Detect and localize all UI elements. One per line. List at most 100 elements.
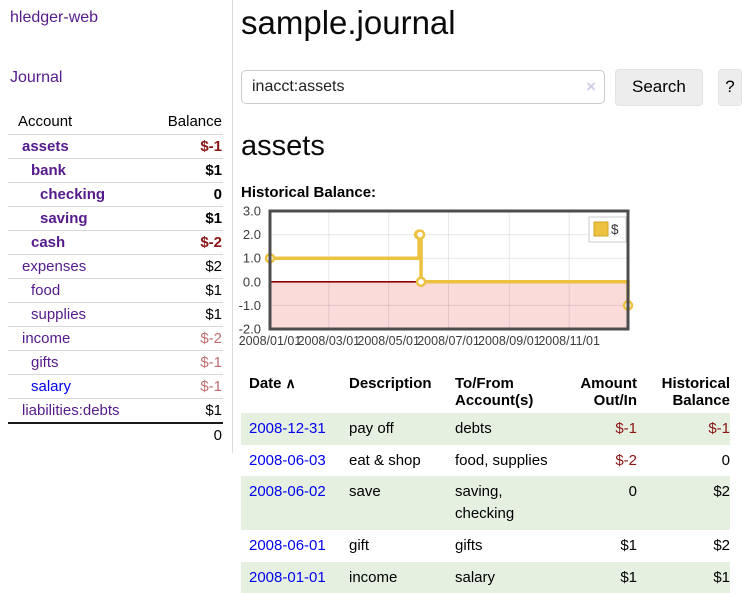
y-tick-label: 1.0 bbox=[243, 251, 261, 266]
transaction-amount: $1 bbox=[620, 536, 637, 554]
account-row-supplies: supplies $1 bbox=[8, 302, 223, 327]
y-tick-label: 0.0 bbox=[243, 274, 261, 289]
x-tick-label: 2008/07/01 bbox=[417, 334, 480, 348]
account-heading: assets bbox=[241, 129, 325, 162]
account-row-income: income $-2 bbox=[8, 326, 223, 351]
account-link-bank[interactable]: bank bbox=[31, 162, 67, 179]
register-header-accounts: To/From Account(s) bbox=[455, 374, 534, 409]
account-balance: $1 bbox=[151, 398, 223, 423]
transaction-date-link[interactable]: 2008-01-01 bbox=[249, 568, 326, 586]
register-header-amount: Amount Out/In bbox=[580, 374, 637, 409]
accounts-header-balance: Balance bbox=[167, 113, 222, 130]
y-tick-label: -2.0 bbox=[239, 321, 261, 336]
y-tick-label: -1.0 bbox=[239, 298, 261, 313]
x-tick-label: 2008/03/01 bbox=[298, 334, 361, 348]
x-tick-label: 2008/11/01 bbox=[538, 334, 600, 348]
help-button[interactable]: ? bbox=[717, 68, 742, 106]
main-content: sample.journal × Search ? assets Histori… bbox=[233, 0, 742, 593]
app-brand: hledger-web bbox=[0, 9, 232, 27]
account-link-supplies[interactable]: supplies bbox=[31, 306, 87, 323]
transaction-accounts: gifts bbox=[455, 536, 483, 554]
historical-balance-chart: 3.0 2.0 1.0 0.0 -1.0 -2.0 2008/01/01 2008/03/01… bbox=[239, 203, 742, 351]
transaction-date-link[interactable]: 2008-06-03 bbox=[249, 451, 326, 469]
date-header-label: Date bbox=[249, 374, 282, 392]
transaction-date-link[interactable]: 2008-06-01 bbox=[249, 536, 326, 554]
transaction-amount: $1 bbox=[620, 568, 637, 586]
account-balance: $-1 bbox=[151, 350, 223, 375]
account-row-gifts: gifts $-1 bbox=[8, 350, 223, 375]
legend-label: $ bbox=[611, 222, 619, 237]
accounts-table: Account Balance assets $-1 bank $1 check… bbox=[8, 109, 223, 447]
register-header-balance: Historical Balance bbox=[661, 374, 730, 409]
sidebar: hledger-web Journal Account Balance asse… bbox=[0, 0, 233, 453]
search-field-wrap: × bbox=[241, 70, 605, 105]
account-row-checking: checking 0 bbox=[8, 182, 223, 207]
account-balance: $1 bbox=[151, 302, 223, 327]
account-balance: $1 bbox=[151, 206, 223, 231]
account-row-bank: bank $1 bbox=[8, 158, 223, 183]
x-tick-label: 2008/09/01 bbox=[478, 334, 541, 348]
chart-point bbox=[415, 276, 427, 287]
account-balance: 0 bbox=[151, 182, 223, 207]
legend-swatch bbox=[593, 221, 609, 237]
account-link-food[interactable]: food bbox=[31, 282, 61, 299]
account-row-saving: saving $1 bbox=[8, 206, 223, 231]
transaction-balance: 0 bbox=[721, 451, 730, 469]
account-link-assets[interactable]: assets bbox=[22, 138, 69, 155]
clear-search-icon[interactable]: × bbox=[586, 77, 596, 97]
transaction-accounts: salary bbox=[455, 568, 496, 586]
transaction-balance: $-1 bbox=[708, 419, 730, 437]
accounts-total-row: 0 bbox=[8, 422, 223, 447]
account-link-gifts[interactable]: gifts bbox=[31, 354, 59, 371]
account-balance: $2 bbox=[151, 254, 223, 279]
transaction-balance: $2 bbox=[713, 536, 730, 554]
account-link-saving[interactable]: saving bbox=[40, 210, 88, 227]
register-row: 2008-12-31 pay off debts $-1 $-1 bbox=[241, 412, 730, 445]
account-link-income[interactable]: income bbox=[22, 330, 71, 347]
transaction-accounts: food, supplies bbox=[455, 451, 548, 469]
register-row: 2008-06-03 eat & shop food, supplies $-2… bbox=[241, 445, 730, 477]
accounts-total-balance: 0 bbox=[151, 422, 223, 447]
register-table: Date ∧ Description To/From Account(s) Amo… bbox=[241, 371, 730, 593]
account-balance: $-2 bbox=[151, 230, 223, 255]
register-header-date[interactable]: Date ∧ bbox=[241, 371, 341, 413]
accounts-header-account: Account bbox=[18, 113, 73, 130]
sidebar-item-journal[interactable]: Journal bbox=[10, 69, 63, 86]
transaction-balance: $1 bbox=[713, 568, 730, 586]
transaction-description: eat & shop bbox=[349, 451, 421, 469]
account-link-expenses[interactable]: expenses bbox=[22, 258, 87, 275]
sort-asc-icon[interactable]: ∧ bbox=[285, 374, 296, 391]
register-header-description: Description bbox=[349, 374, 432, 392]
account-link-liabilities-debts[interactable]: liabilities:debts bbox=[22, 402, 120, 419]
account-link-cash[interactable]: cash bbox=[31, 234, 66, 251]
account-row-liabilities-debts: liabilities:debts $1 bbox=[8, 398, 223, 423]
transaction-date-link[interactable]: 2008-06-02 bbox=[249, 483, 326, 501]
negative-region bbox=[270, 281, 628, 329]
accounts-header-row: Account Balance bbox=[8, 109, 223, 135]
register-row: 2008-06-02 save saving, checking 0 $2 bbox=[241, 476, 730, 530]
account-row-assets: assets $-1 bbox=[8, 134, 223, 159]
transaction-description: gift bbox=[349, 536, 370, 554]
transaction-amount: $-2 bbox=[615, 451, 637, 469]
transaction-balance: $2 bbox=[713, 483, 730, 501]
transaction-amount: $-1 bbox=[615, 419, 637, 437]
account-balance: $-2 bbox=[151, 326, 223, 351]
transaction-date-link[interactable]: 2008-12-31 bbox=[249, 419, 326, 437]
account-row-expenses: expenses $2 bbox=[8, 254, 223, 279]
x-tick-label: 2008/01/01 bbox=[239, 334, 302, 348]
chart-heading: Historical Balance: bbox=[241, 183, 377, 201]
register-row: 2008-06-01 gift gifts $1 $2 bbox=[241, 530, 730, 562]
search-button[interactable]: Search bbox=[615, 68, 703, 106]
transaction-accounts: debts bbox=[455, 419, 492, 437]
x-tick-label: 2008/05/01 bbox=[357, 334, 420, 348]
account-link-checking[interactable]: checking bbox=[40, 186, 106, 203]
y-tick-label: 2.0 bbox=[243, 227, 261, 242]
account-balance: $-1 bbox=[151, 134, 223, 159]
brand-link[interactable]: hledger-web bbox=[10, 9, 99, 26]
search-input[interactable] bbox=[241, 70, 605, 105]
account-balance: $1 bbox=[151, 158, 223, 183]
account-link-salary[interactable]: salary bbox=[31, 378, 72, 395]
account-row-cash: cash $-2 bbox=[8, 230, 223, 255]
account-balance: $1 bbox=[151, 278, 223, 303]
